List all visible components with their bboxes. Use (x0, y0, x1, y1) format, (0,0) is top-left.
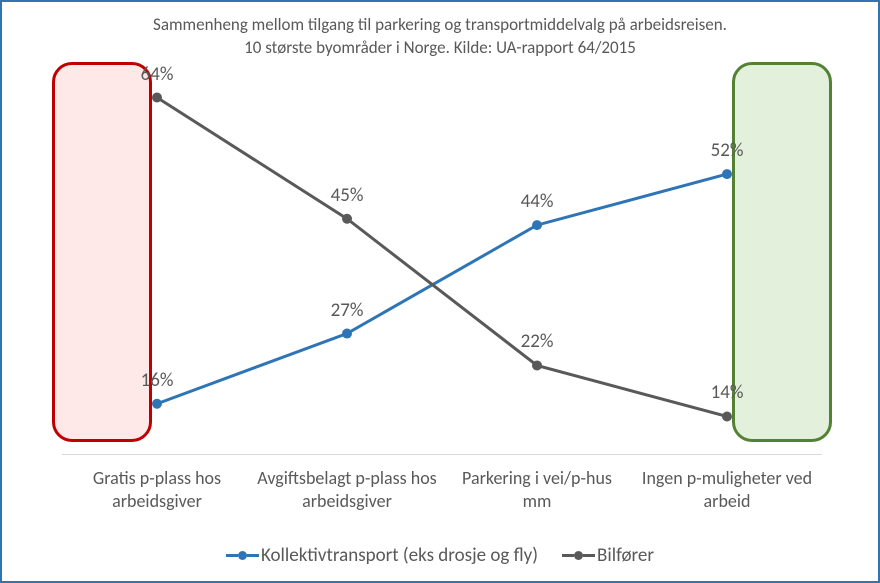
series-marker (532, 220, 542, 230)
data-label: 14% (711, 381, 744, 404)
data-label: 22% (521, 330, 554, 353)
x-axis-label: Parkering i vei/p-hus mm (442, 467, 632, 512)
title-line-2: 10 største byområder i Norge. Kilde: UA-… (2, 37, 878, 60)
data-label: 16% (141, 369, 174, 392)
data-label: 27% (331, 299, 364, 322)
series-marker (342, 214, 352, 224)
highlight-box (732, 62, 832, 442)
series-marker (532, 360, 542, 370)
x-axis-label: Ingen p-muligheter ved arbeid (632, 467, 822, 512)
chart-frame: Sammenheng mellom tilgang til parkering … (0, 0, 880, 583)
legend-item: Kollektivtransport (eks drosje og fly) (226, 544, 538, 567)
legend-label: Kollektivtransport (eks drosje og fly) (261, 544, 538, 567)
data-label: 44% (521, 190, 554, 213)
x-axis-label: Avgiftsbelagt p-plass hos arbeidsgiver (252, 467, 442, 512)
series-marker (342, 329, 352, 339)
chart-title: Sammenheng mellom tilgang til parkering … (2, 2, 878, 60)
legend-marker-icon (562, 551, 595, 560)
series-marker (152, 93, 162, 103)
data-label: 64% (141, 63, 174, 86)
x-axis: Gratis p-plass hos arbeidsgiverAvgiftsbe… (62, 467, 822, 512)
legend-item: Bilfører (562, 544, 654, 567)
x-axis-divider (62, 454, 822, 455)
series-marker (722, 169, 732, 179)
series-marker (722, 411, 732, 421)
legend: Kollektivtransport (eks drosje og fly) Bi… (2, 540, 878, 567)
line-layer (62, 72, 822, 442)
data-label: 45% (331, 184, 364, 207)
legend-label: Bilfører (597, 544, 654, 567)
data-label: 52% (711, 139, 744, 162)
series-marker (152, 399, 162, 409)
plot-area: 16%27%44%52%64%45%22%14% (62, 72, 822, 442)
x-axis-label: Gratis p-plass hos arbeidsgiver (62, 467, 252, 512)
title-line-1: Sammenheng mellom tilgang til parkering … (2, 14, 878, 37)
legend-marker-icon (226, 551, 259, 560)
series-line (157, 174, 727, 404)
series-line (157, 98, 727, 417)
highlight-box (52, 62, 152, 442)
